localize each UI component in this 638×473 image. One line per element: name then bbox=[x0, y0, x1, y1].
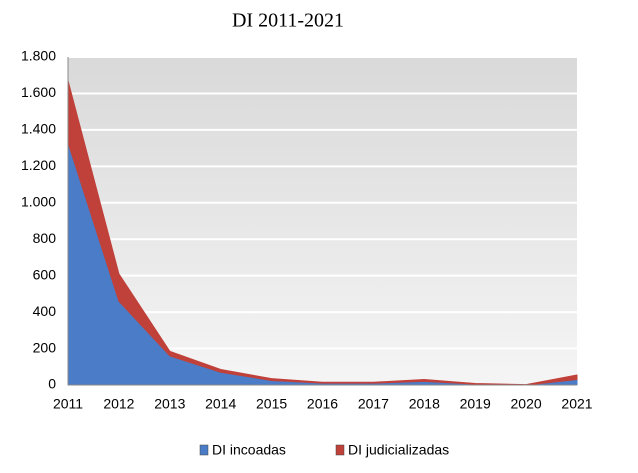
x-tick-label: 2014 bbox=[205, 396, 236, 412]
x-tick-label: 2013 bbox=[154, 396, 185, 412]
y-tick-label: 600 bbox=[33, 266, 57, 282]
legend-swatch bbox=[335, 444, 345, 456]
x-tick-label: 2019 bbox=[460, 396, 491, 412]
x-tick-label: 2016 bbox=[307, 396, 338, 412]
legend-label: DI incoadas bbox=[212, 442, 286, 458]
area bbox=[67, 80, 578, 386]
y-tick-label: 1.000 bbox=[21, 193, 56, 209]
y-tick-label: 1.600 bbox=[21, 84, 56, 100]
chart-title: DI 2011-2021 bbox=[232, 10, 344, 32]
y-tick-label: 1.200 bbox=[21, 157, 56, 173]
x-tick-label: 2018 bbox=[409, 396, 440, 412]
y-tick-label: 1.400 bbox=[21, 121, 56, 137]
y-tick-label: 400 bbox=[33, 303, 57, 319]
legend-swatch bbox=[199, 444, 209, 456]
x-tick-label: 2011 bbox=[53, 396, 83, 412]
x-tick-label: 2015 bbox=[256, 396, 287, 412]
y-tick-label: 800 bbox=[33, 230, 57, 246]
legend-label: DI judicializadas bbox=[348, 442, 449, 458]
x-tick-label: 2017 bbox=[358, 396, 389, 412]
x-tick-label: 2021 bbox=[561, 396, 592, 412]
x-tick-label: 2012 bbox=[103, 396, 134, 412]
y-tick-label: 0 bbox=[48, 376, 56, 392]
y-tick-label: 1.800 bbox=[21, 48, 56, 64]
x-tick-label: 2020 bbox=[511, 396, 542, 412]
y-tick-label: 200 bbox=[33, 339, 57, 355]
